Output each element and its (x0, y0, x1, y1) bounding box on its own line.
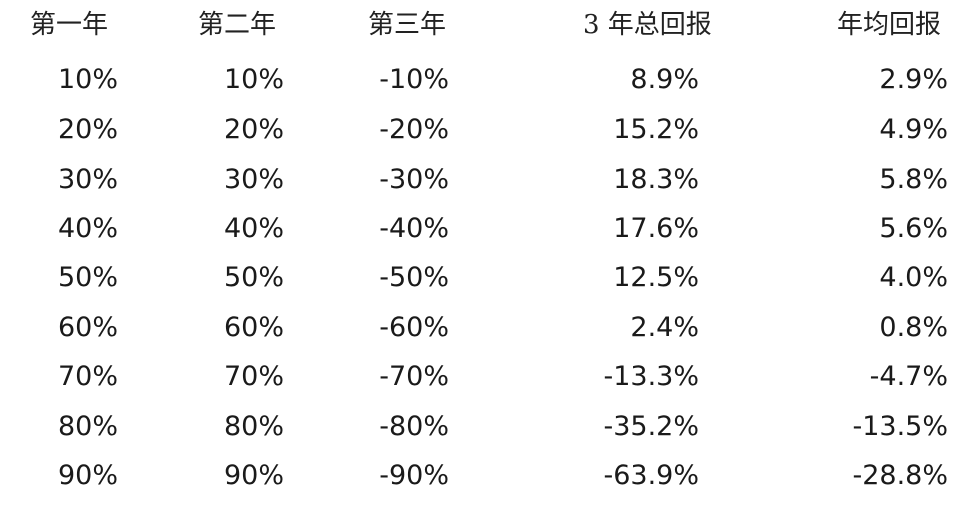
cell-annual-return: -13.5% (852, 411, 948, 442)
cell-year-1: 90% (57, 460, 118, 491)
cell-annual-return: 4.0% (879, 262, 948, 293)
cell-total-return: -35.2% (603, 411, 699, 442)
cell-year-2: 70% (223, 361, 284, 392)
cell-year-1: 30% (57, 164, 118, 195)
cell-annual-return: -4.7% (869, 361, 948, 392)
table-row: 20% 20% -20% 15.2% 4.9% (0, 107, 967, 153)
cell-year-3: -40% (379, 213, 449, 244)
header-annualized-return: 年均回报 (837, 10, 942, 40)
cell-annual-return: -28.8% (852, 460, 948, 491)
cell-year-2: 10% (223, 64, 284, 95)
table-row: 50% 50% -50% 12.5% 4.0% (0, 255, 967, 301)
cell-total-return: 2.4% (630, 312, 699, 343)
cell-year-3: -90% (379, 460, 449, 491)
cell-year-1: 20% (57, 114, 118, 145)
table-row: 80% 80% -80% -35.2% -13.5% (0, 404, 967, 450)
cell-total-return: 8.9% (630, 64, 699, 95)
cell-year-3: -20% (379, 114, 449, 145)
cell-annual-return: 5.6% (879, 213, 948, 244)
cell-year-2: 40% (223, 213, 284, 244)
cell-year-2: 20% (223, 114, 284, 145)
cell-year-2: 90% (223, 460, 284, 491)
cell-year-3: -80% (379, 411, 449, 442)
cell-year-3: -50% (379, 262, 449, 293)
header-three-year-total-return: 3 年总回报 (583, 10, 712, 40)
cell-year-1: 40% (57, 213, 118, 244)
header-year-2: 第二年 (198, 10, 277, 40)
table-row: 30% 30% -30% 18.3% 5.8% (0, 157, 967, 203)
table-row: 10% 10% -10% 8.9% 2.9% (0, 57, 967, 103)
table-row: 90% 90% -90% -63.9% -28.8% (0, 453, 967, 499)
cell-annual-return: 0.8% (879, 312, 948, 343)
cell-year-3: -10% (379, 64, 449, 95)
cell-total-return: 15.2% (613, 114, 699, 145)
cell-annual-return: 4.9% (879, 114, 948, 145)
cell-total-return: 18.3% (613, 164, 699, 195)
cell-total-return: 12.5% (613, 262, 699, 293)
cell-total-return: -63.9% (603, 460, 699, 491)
cell-year-2: 80% (223, 411, 284, 442)
cell-year-3: -70% (379, 361, 449, 392)
cell-year-1: 80% (57, 411, 118, 442)
table-row: 70% 70% -70% -13.3% -4.7% (0, 354, 967, 400)
table-header-row: 第一年 第二年 第三年 3 年总回报 年均回报 (0, 2, 967, 48)
cell-year-1: 70% (57, 361, 118, 392)
cell-total-return: -13.3% (603, 361, 699, 392)
table-row: 60% 60% -60% 2.4% 0.8% (0, 305, 967, 351)
cell-annual-return: 5.8% (879, 164, 948, 195)
cell-year-1: 50% (57, 262, 118, 293)
table-row: 40% 40% -40% 17.6% 5.6% (0, 206, 967, 252)
cell-year-2: 50% (223, 262, 284, 293)
cell-year-2: 30% (223, 164, 284, 195)
header-year-3: 第三年 (368, 10, 447, 40)
cell-annual-return: 2.9% (879, 64, 948, 95)
cell-year-3: -30% (379, 164, 449, 195)
cell-year-1: 60% (57, 312, 118, 343)
cell-year-3: -60% (379, 312, 449, 343)
header-year-1: 第一年 (30, 10, 109, 40)
cell-total-return: 17.6% (613, 213, 699, 244)
cell-year-1: 10% (57, 64, 118, 95)
cell-year-2: 60% (223, 312, 284, 343)
